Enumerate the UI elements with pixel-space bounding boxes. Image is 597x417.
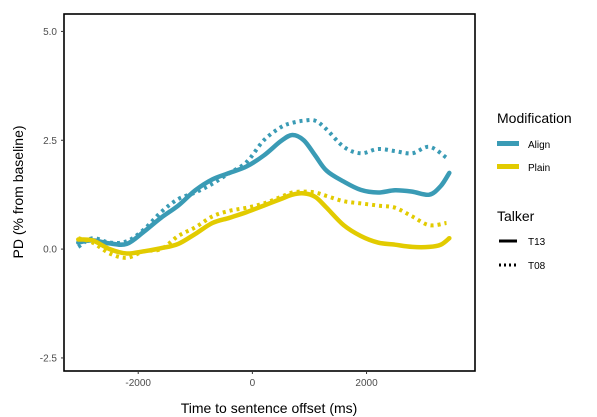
- y-tick-label: 0.0: [43, 245, 57, 256]
- y-axis-title: PD (% from baseline): [10, 125, 26, 258]
- legend-label-t08: T08: [528, 261, 546, 272]
- legend-title-modification: Modification: [497, 110, 572, 126]
- x-tick-label: 0: [250, 378, 256, 389]
- legend: Modification Align Plain Talker T13 T08: [497, 110, 572, 272]
- y-tick-label: -2.5: [40, 353, 58, 364]
- legend-label-t13: T13: [528, 237, 546, 248]
- y-tick-label: 2.5: [43, 136, 57, 147]
- legend-key-align: [497, 141, 519, 146]
- y-tick-label: 5.0: [43, 27, 57, 38]
- legend-label-align: Align: [528, 140, 550, 151]
- y-axis-ticks: -2.5 0.0 2.5 5.0: [40, 27, 64, 364]
- series-align-t08-line: [77, 117, 448, 249]
- x-tick-label: 2000: [355, 378, 378, 389]
- x-axis-title: Time to sentence offset (ms): [181, 400, 358, 416]
- legend-label-plain: Plain: [528, 163, 550, 174]
- panel-border: [63, 13, 476, 372]
- x-axis-ticks: -2000 0 2000: [125, 371, 378, 389]
- series-plain-t08-line: [77, 189, 447, 260]
- legend-title-talker: Talker: [497, 208, 535, 224]
- x-tick-label: -2000: [125, 378, 151, 389]
- legend-key-plain: [497, 164, 519, 169]
- series-layer: [76, 117, 452, 260]
